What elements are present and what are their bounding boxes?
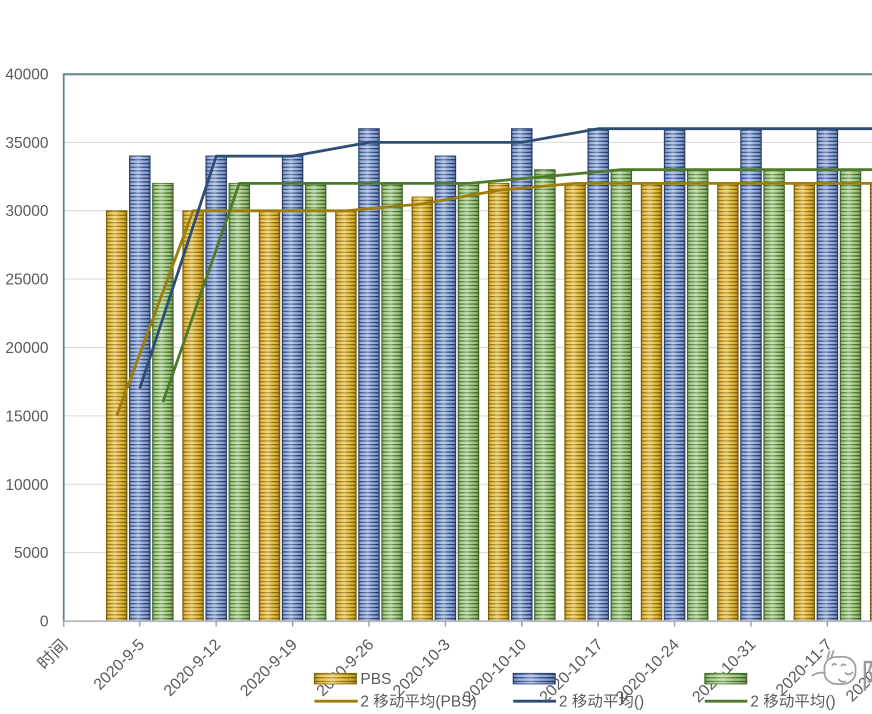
svg-text:0: 0 [40, 614, 49, 631]
svg-text:5000: 5000 [14, 545, 49, 562]
svg-text:40000: 40000 [5, 67, 48, 84]
svg-text:2: 2 [360, 694, 369, 711]
svg-text:(): () [825, 694, 835, 711]
svg-text:30000: 30000 [5, 203, 48, 220]
svg-text:2: 2 [750, 694, 759, 711]
svg-text:PBS: PBS [360, 671, 391, 688]
svg-text:35000: 35000 [5, 135, 48, 152]
svg-text:25000: 25000 [5, 272, 48, 289]
svg-text:15000: 15000 [5, 408, 48, 425]
svg-text:2: 2 [559, 694, 568, 711]
svg-text:20000: 20000 [5, 340, 48, 357]
svg-text:(): () [634, 694, 644, 711]
svg-text:(PBS): (PBS) [435, 694, 476, 711]
svg-text:10000: 10000 [5, 477, 48, 494]
